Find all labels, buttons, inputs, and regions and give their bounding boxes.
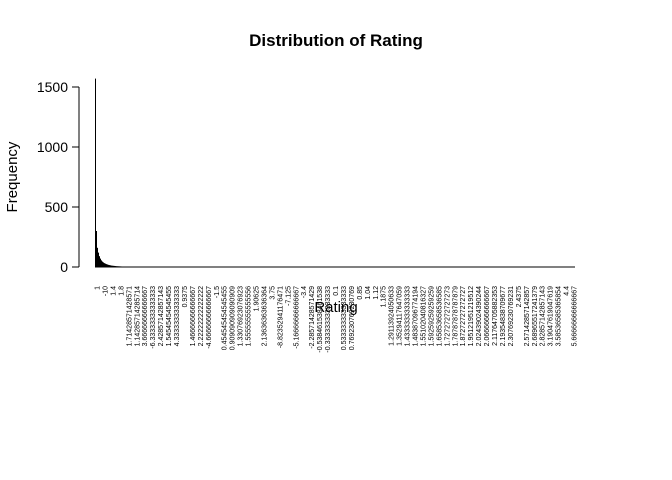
histogram-bar [98, 252, 99, 267]
x-tick-label: 1.59259259259259 [428, 286, 435, 346]
x-tick-label: 1.78787878787879 [452, 286, 459, 346]
x-tick-label: 4.33333333333333 [174, 286, 181, 346]
x-tick-label: 2.30769230769231 [508, 286, 515, 346]
x-tick-label: 1 [95, 286, 102, 290]
x-tick-label: 1.90625 [254, 286, 261, 311]
histogram-bar [100, 258, 101, 267]
x-tick-label: 1.55555555555556 [246, 286, 253, 346]
x-tick-label: 2.57142857142857 [524, 286, 531, 346]
x-tick-label: 1.95121951219512 [468, 286, 475, 346]
x-tick-label: -10 [102, 286, 109, 296]
x-tick-label: 1.65853658536585 [436, 286, 443, 346]
x-tick-label: 2.19354838709677 [500, 286, 507, 346]
x-tick-label: -5.16666666666667 [293, 286, 300, 349]
x-tick-label: 3.19047619047619 [548, 286, 555, 346]
x-tick-label: 2.22222222222222 [198, 286, 205, 346]
x-tick-label: 1.4 [110, 286, 117, 296]
x-tick-label: 1.55102040816327 [420, 286, 427, 346]
histogram-bar [101, 260, 102, 267]
x-tick-label: 1.48387096774194 [413, 286, 420, 346]
x-tick-label: 2.13636363636364 [261, 286, 268, 346]
x-tick-label: -0.333333333333333 [325, 286, 332, 353]
x-tick-label: 1.8 [118, 286, 125, 296]
x-axis-label: Rating [314, 299, 357, 316]
x-tick-label: 1.1875 [381, 286, 388, 308]
x-tick-label: 2.06666666666667 [484, 286, 491, 346]
y-tick-label: 500 [45, 199, 69, 215]
x-tick-label: 0.769230769230769 [349, 286, 356, 350]
x-tick-label: 1.71428571428571 [126, 286, 133, 346]
x-tick-label: 0.9375 [182, 286, 189, 308]
x-tick-label: 0.533333333333333 [341, 286, 348, 350]
x-tick-label: -3.4 [301, 286, 308, 298]
x-tick-label: 1.12 [373, 286, 380, 300]
x-tick-label: -1.5 [214, 286, 221, 298]
histogram-bar [105, 263, 106, 267]
x-tick-label: 1.43333333333333 [405, 286, 412, 346]
x-tick-label: -8.82352941176471 [277, 286, 284, 348]
x-tick-label: 1.46666666666667 [190, 286, 197, 346]
histogram-bar [112, 265, 113, 267]
x-tick-label: 2.82857142857143 [540, 286, 547, 346]
x-tick-label: 2.02439024390244 [476, 286, 483, 346]
x-tick-label: 2.42857142857143 [158, 286, 165, 346]
x-tick-label: -6.33333333333333 [150, 286, 157, 349]
x-tick-label: 4.4 [564, 286, 571, 296]
x-tick-label: 2.11764705882353 [492, 286, 499, 346]
y-tick-label: 0 [60, 259, 68, 275]
x-tick-label: -4.66666666666667 [206, 286, 213, 349]
bars [95, 78, 156, 268]
histogram-bar [108, 264, 109, 267]
x-tick-label: 0.85 [357, 286, 364, 300]
histogram-bar [99, 256, 100, 267]
y-axis: 0 500 1000 1500 [37, 79, 80, 275]
x-tick-label: 1.04 [365, 286, 372, 300]
histogram-bar [97, 247, 98, 267]
x-tick-label: -2.28571428571429 [309, 286, 316, 349]
chart-title: Distribution of Rating [249, 31, 423, 50]
x-tick-label: 3.58536585365854 [556, 286, 563, 346]
histogram-bar [95, 78, 96, 267]
histogram-bar [109, 265, 110, 267]
x-tick-label: 2.68965517241379 [532, 286, 539, 346]
x-tick-label: 1.54545454545455 [166, 286, 173, 346]
x-tick-label: 5.66666666666667 [572, 286, 579, 346]
histogram-bar [96, 231, 97, 267]
x-tick-label: 1.33076923076923 [238, 286, 245, 346]
x-tick-label: 1.29113924050633 [389, 286, 396, 346]
histogram-bar [110, 265, 111, 267]
x-tick-label: 0.1 [333, 286, 340, 296]
y-tick-label: 1000 [37, 139, 68, 155]
histogram-bar [106, 264, 107, 267]
histogram-bar [111, 265, 112, 267]
x-tick-label: 3.66666666666667 [142, 286, 149, 346]
x-tick-label: 3.75 [269, 286, 276, 300]
histogram-bar [103, 262, 104, 267]
x-tick-label: -7.125 [285, 286, 292, 306]
y-axis-label: Frequency [4, 141, 21, 212]
histogram-bar [114, 265, 115, 267]
x-tick-label: 1.87272727272727 [460, 286, 467, 346]
x-tick-label: 1.14285714285714 [134, 286, 141, 346]
x-tick-label: -0.538461538461538 [317, 286, 324, 353]
y-tick-label: 1500 [37, 79, 68, 95]
x-tick-label: 1.72727272727273 [444, 286, 451, 346]
x-tick-labels: 1 -10 1.4 1.8 1.71428571428571 1.142857142857… [95, 286, 579, 353]
histogram-bar [102, 261, 103, 267]
histogram-bar [113, 265, 114, 267]
x-tick-label: 0.909090909090909 [230, 286, 237, 350]
x-tick-label: 0.454545454545455 [222, 286, 229, 350]
x-tick-label: 1.35294117647059 [397, 286, 404, 346]
histogram-bar [104, 263, 105, 267]
x-tick-label: 2.4375 [516, 286, 523, 308]
histogram-bar [107, 264, 108, 267]
